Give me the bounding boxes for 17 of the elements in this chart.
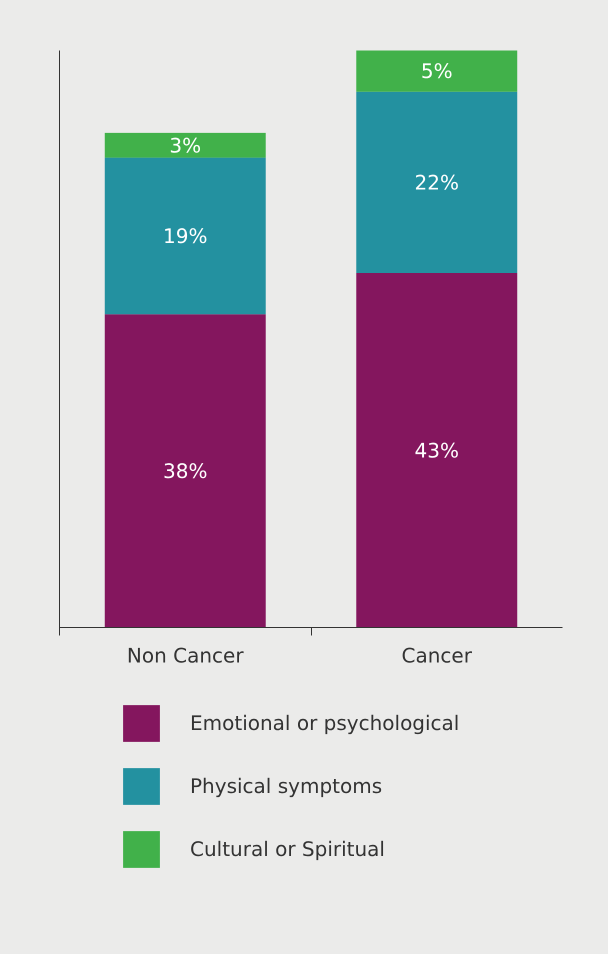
legend-label: Physical symptoms	[190, 774, 382, 798]
legend-label: Cultural or Spiritual	[190, 837, 385, 861]
bar	[104, 158, 266, 314]
x-tick-label: Non Cancer	[126, 644, 244, 668]
bar	[104, 132, 266, 158]
bar	[104, 314, 266, 628]
data-label: 19%	[163, 224, 208, 248]
data-label: 22%	[414, 170, 459, 194]
data-label: 43%	[414, 438, 459, 462]
bar	[356, 50, 518, 92]
data-label: 38%	[163, 458, 208, 483]
legend-label: Emotional or psychological	[190, 711, 460, 735]
x-tick-label: Cancer	[402, 644, 473, 668]
bar	[356, 92, 518, 274]
bar	[356, 273, 518, 628]
data-label: 3%	[169, 133, 202, 158]
data-label: 5%	[420, 59, 453, 84]
